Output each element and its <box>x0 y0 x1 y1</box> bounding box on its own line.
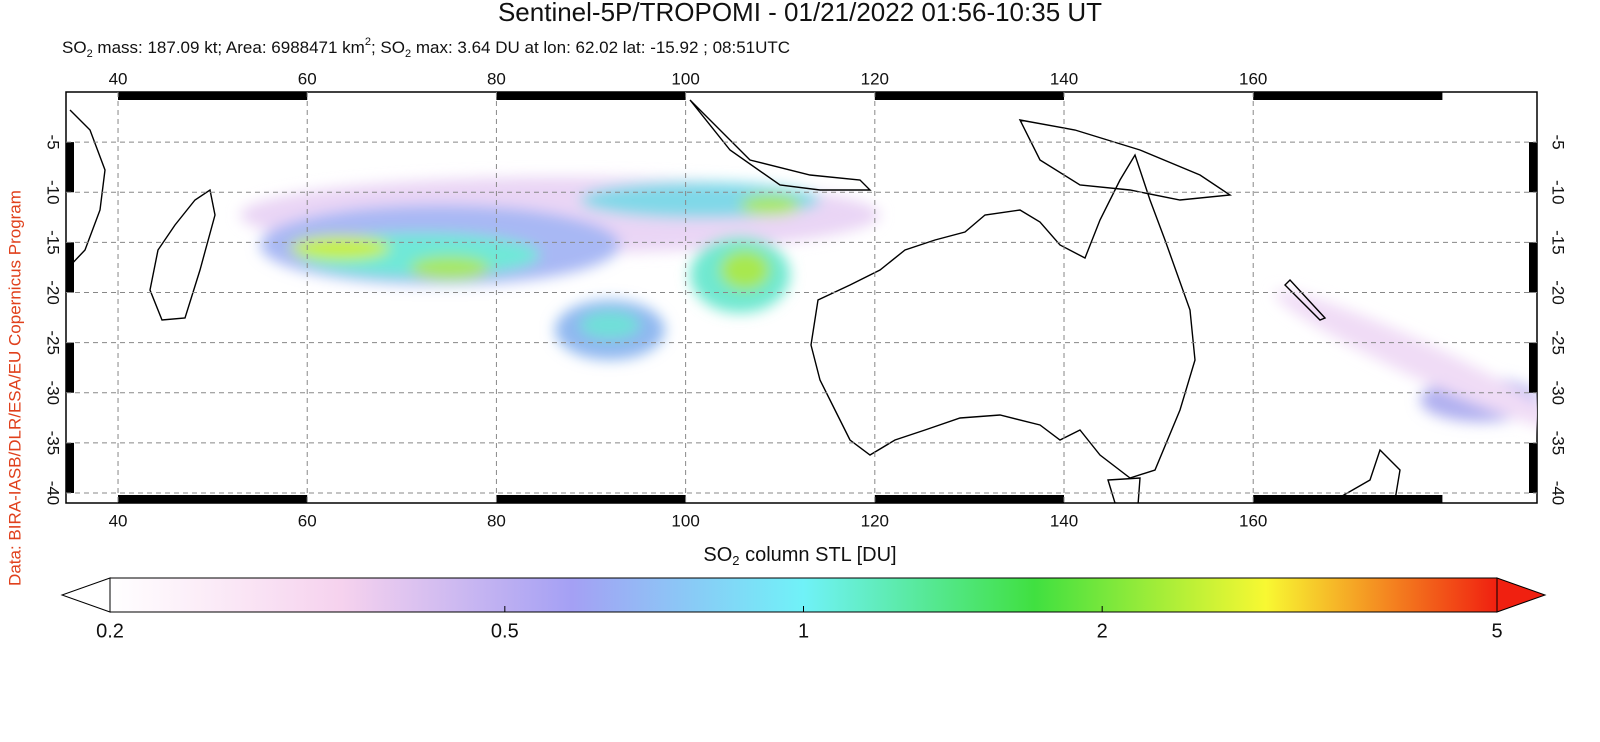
y-tick-label: -5 <box>44 135 63 150</box>
map-frame <box>65 91 1538 504</box>
subtitle-part: 2 <box>405 48 411 60</box>
coastline <box>1284 278 1327 321</box>
frame-band <box>1529 142 1537 193</box>
x-tick-label: 60 <box>298 69 317 88</box>
x-tick-label: 80 <box>487 511 506 530</box>
credit: Data: BIRA-IASB/DLR/ESA/EU Copernicus Pr… <box>5 190 24 586</box>
frame-band <box>1253 92 1443 100</box>
frame-band <box>1529 342 1537 393</box>
frame-band <box>1253 495 1443 503</box>
subtitle-part: mass: 187.09 kt; Area: 6988471 km <box>93 38 365 57</box>
x-tick-label: 100 <box>671 69 699 88</box>
subtitle-part: max: 3.64 DU at lon: 62.02 lat: -15.92 ;… <box>411 38 790 57</box>
y-tick-label: -20 <box>44 280 63 305</box>
subtitle: SO2 mass: 187.09 kt; Area: 6988471 km2; … <box>62 36 790 60</box>
y-tick-label: -40 <box>44 481 63 506</box>
y-tick-label: -20 <box>1549 280 1568 305</box>
colorbar-label: SO2 column STL [DU] <box>703 544 896 568</box>
y-tick-label: -35 <box>44 431 63 456</box>
coastline <box>810 153 1196 479</box>
frame-band <box>496 495 686 503</box>
map <box>65 91 1538 504</box>
frame-band <box>874 92 1065 100</box>
colorbar-tick-label: 0.2 <box>96 620 124 642</box>
coastline <box>1107 477 1141 503</box>
colorbar-label-part: SO <box>703 544 732 566</box>
coastline <box>689 99 872 191</box>
frame-band <box>118 495 308 503</box>
y-tick-label: -5 <box>1549 135 1568 150</box>
colorbar-tick-label: 2 <box>1097 620 1108 642</box>
frame-band <box>1529 242 1537 293</box>
colorbar-label-part: 2 <box>732 553 739 568</box>
so2-field <box>66 99 1537 503</box>
frame-band <box>1529 442 1537 493</box>
subtitle-part: ; SO <box>371 38 405 57</box>
y-tick-label: -40 <box>1549 481 1568 506</box>
colorbar-tick-label: 1 <box>798 620 809 642</box>
x-tick-label: 160 <box>1239 511 1267 530</box>
x-tick-label: 160 <box>1239 69 1267 88</box>
colorbar-extend <box>60 577 111 613</box>
title: Sentinel-5P/TROPOMI - 01/21/2022 01:56-1… <box>498 0 1102 27</box>
frame-band <box>66 342 74 393</box>
frame-band <box>874 495 1065 503</box>
frame-band <box>66 442 74 493</box>
colorbar-tick-label: 0.5 <box>491 620 519 642</box>
x-tick-label: 120 <box>861 511 889 530</box>
x-tick-label: 60 <box>298 511 317 530</box>
coastline <box>66 109 106 271</box>
y-tick-label: -30 <box>1549 380 1568 405</box>
subtitle-part: SO <box>62 38 87 57</box>
y-tick-label: -25 <box>44 330 63 355</box>
frame-band <box>66 242 74 293</box>
x-tick-label: 40 <box>109 511 128 530</box>
coastline <box>149 188 216 321</box>
y-tick-label: -30 <box>44 380 63 405</box>
plume <box>240 177 1537 430</box>
colorbar-extend <box>1496 577 1547 613</box>
frame-band <box>66 142 74 193</box>
x-tick-label: 40 <box>109 69 128 88</box>
colorbar-tick-label: 5 <box>1491 620 1502 642</box>
frame-band <box>118 92 308 100</box>
x-tick-label: 100 <box>671 511 699 530</box>
coastline <box>1018 119 1233 201</box>
y-tick-label: -35 <box>1549 431 1568 456</box>
frame-band <box>496 92 686 100</box>
colorbar-label-part: column STL [DU] <box>740 544 897 566</box>
x-tick-label: 120 <box>861 69 889 88</box>
x-tick-label: 140 <box>1050 511 1078 530</box>
subtitle-part: 2 <box>87 48 93 60</box>
y-tick-label: -25 <box>1549 330 1568 355</box>
subtitle-part: 2 <box>365 36 371 48</box>
y-tick-label: -10 <box>44 180 63 205</box>
y-tick-label: -15 <box>44 230 63 255</box>
x-tick-label: 140 <box>1050 69 1078 88</box>
x-tick-label: 80 <box>487 69 506 88</box>
y-tick-label: -10 <box>1549 180 1568 205</box>
y-tick-label: -15 <box>1549 230 1568 255</box>
